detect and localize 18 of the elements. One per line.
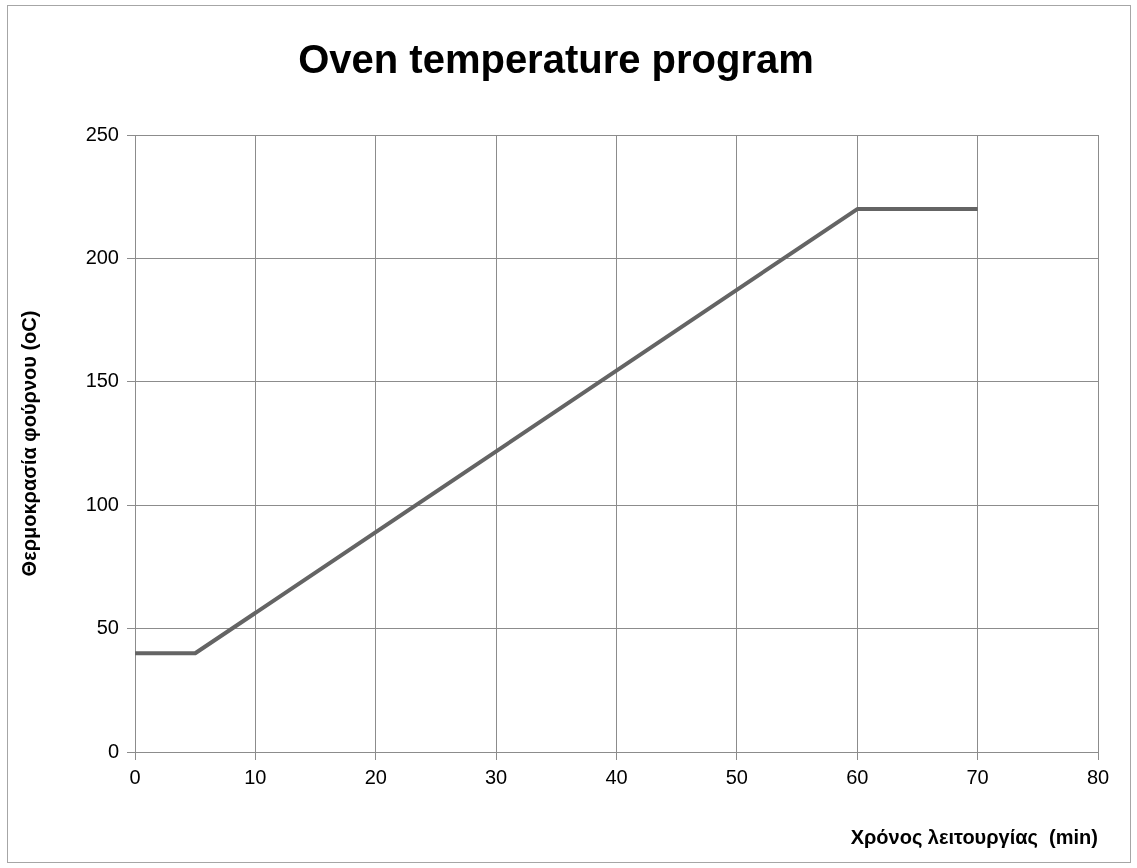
x-axis-title: Χρόνος λειτουργίας (min): [850, 825, 1098, 848]
y-axis-title: Θερμοκρασία φούρνου (oC): [17, 310, 40, 577]
x-tick-label: 40: [605, 765, 628, 788]
x-tick-label: 0: [129, 765, 141, 788]
y-tick-label: 50: [96, 616, 119, 639]
x-tick-label: 80: [1086, 765, 1110, 788]
x-tick-label: 30: [485, 765, 508, 788]
y-tick-label: 0: [107, 739, 119, 762]
y-tick-label: 150: [85, 369, 119, 392]
x-tick-label: 50: [725, 765, 748, 788]
y-tick-label: 100: [85, 492, 119, 515]
x-tick-label: 10: [244, 765, 267, 788]
x-tick-label: 20: [364, 765, 387, 788]
x-tick-label: 70: [966, 765, 989, 788]
y-tick-label: 200: [85, 245, 119, 268]
chart-title: Oven temperature program: [298, 37, 814, 82]
y-tick-label: 250: [85, 122, 119, 145]
x-tick-label: 60: [846, 765, 869, 788]
